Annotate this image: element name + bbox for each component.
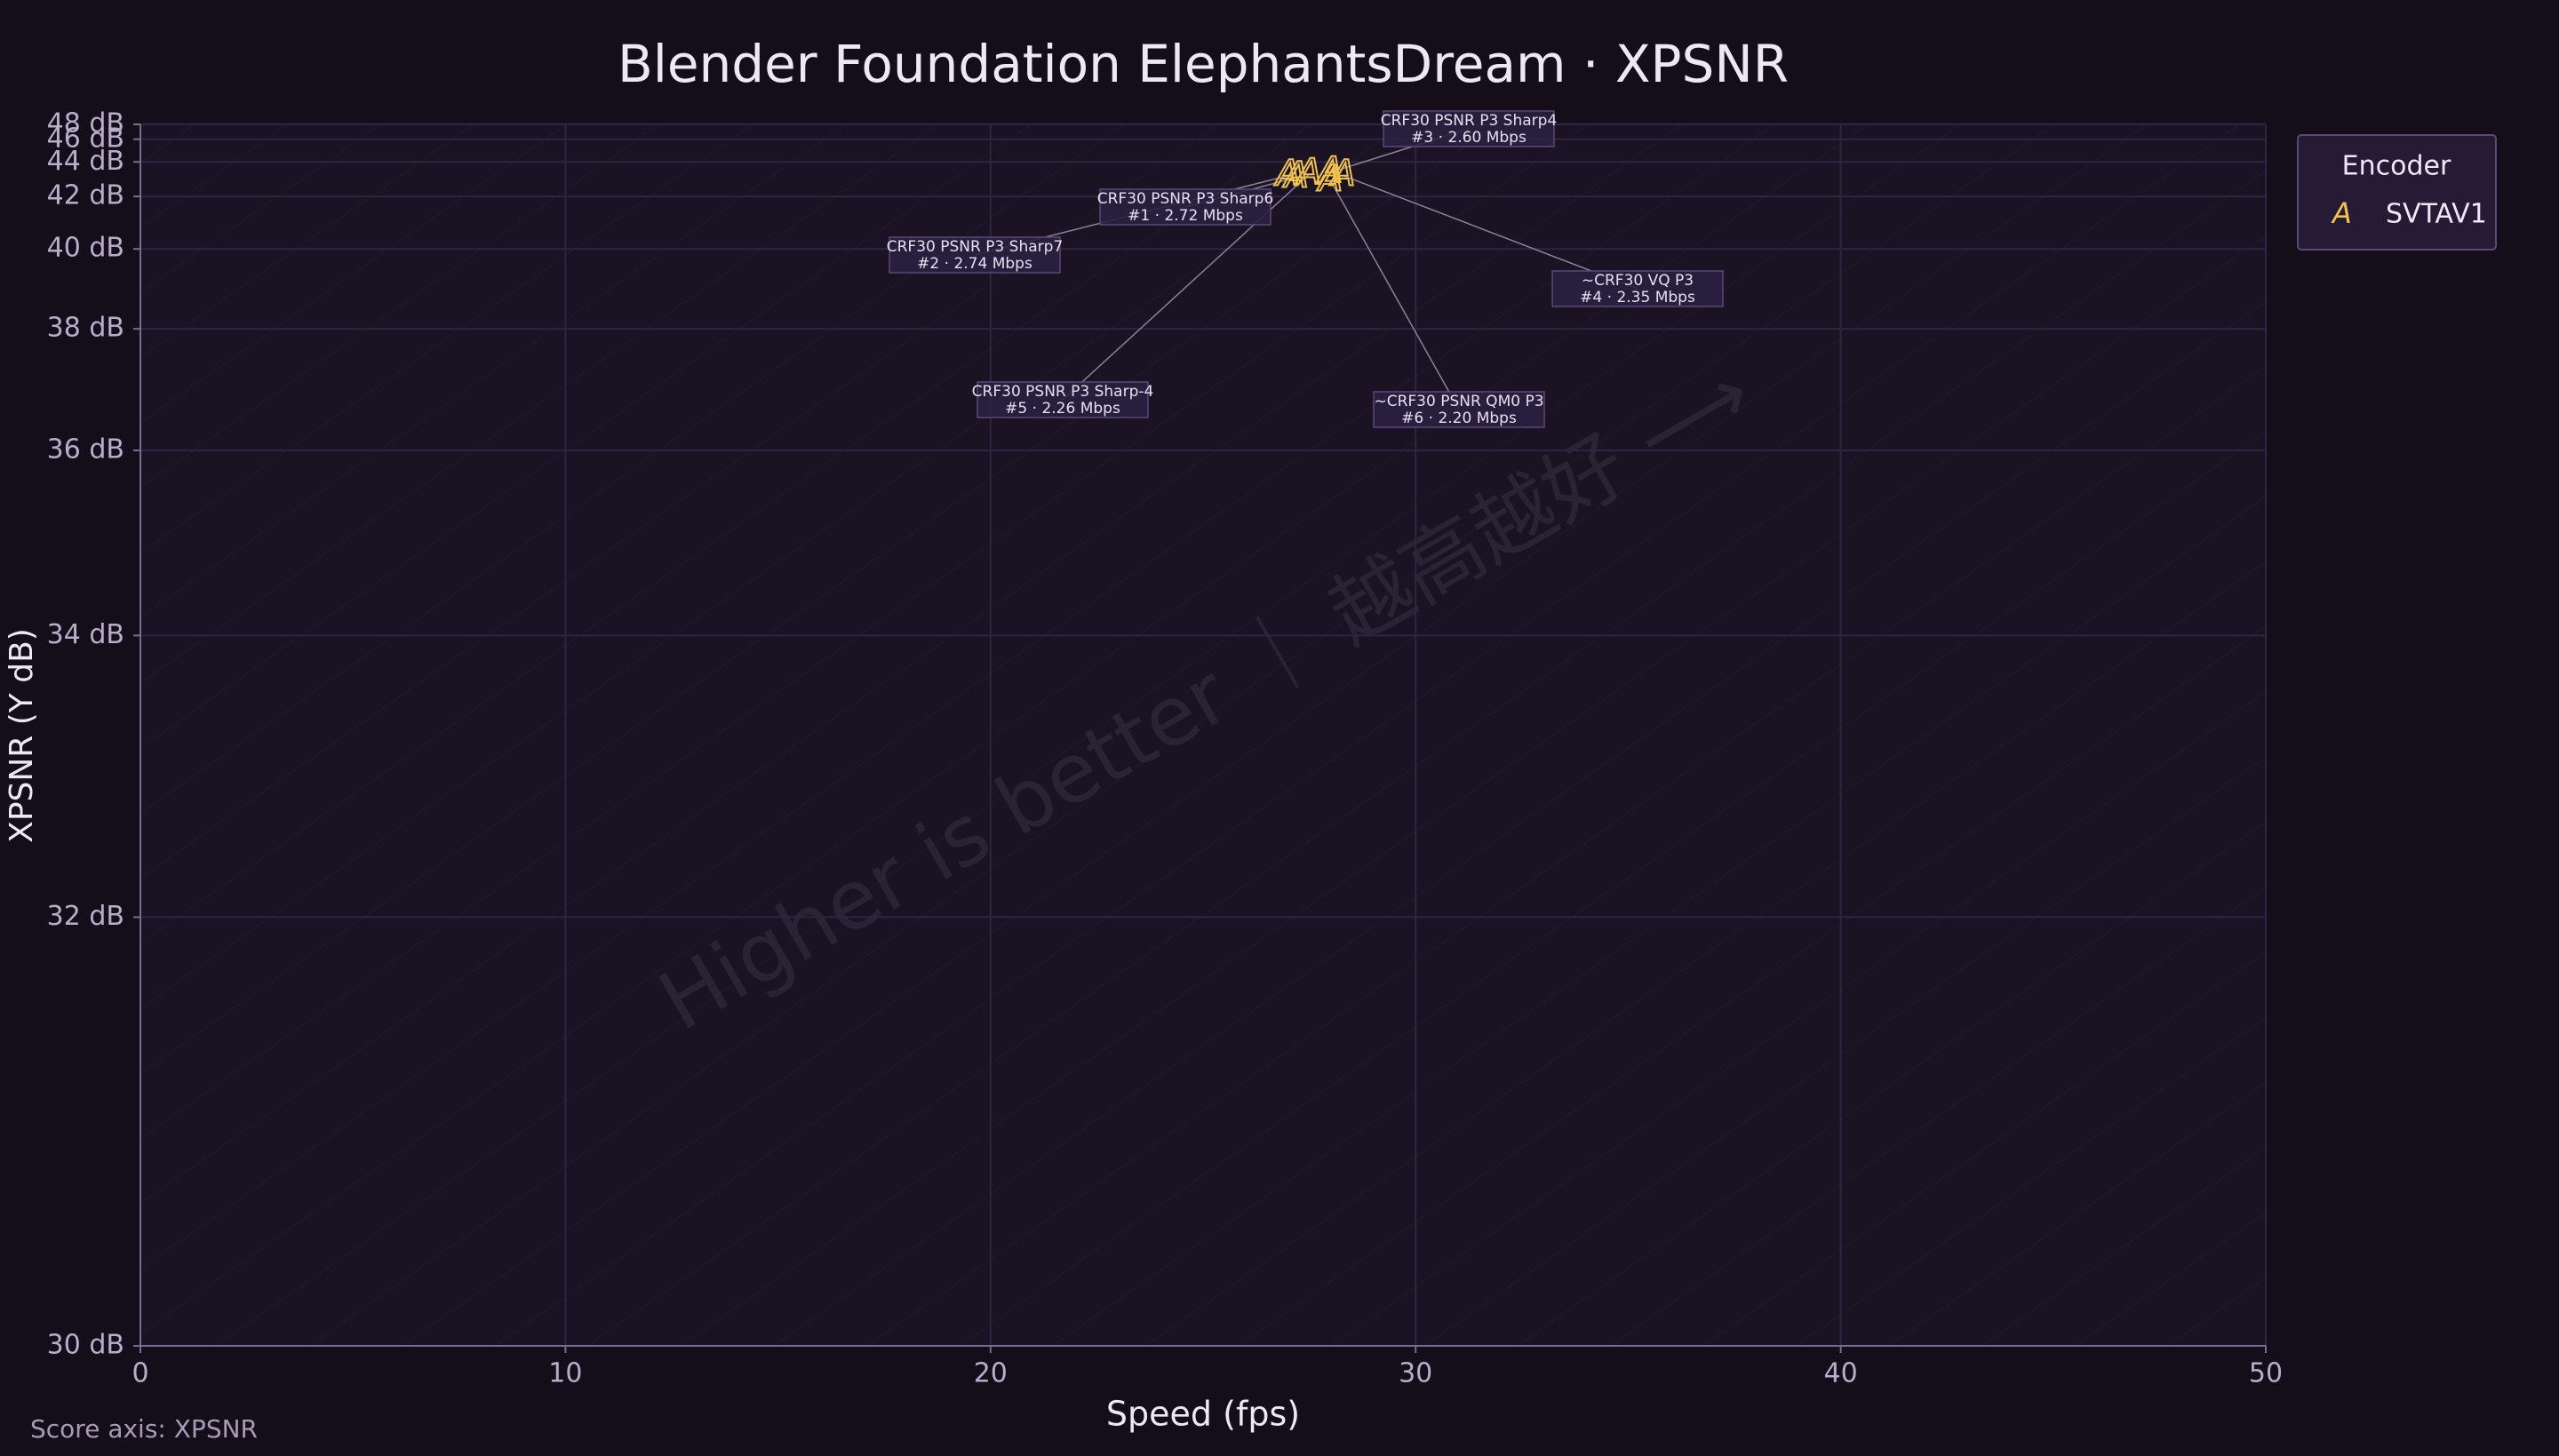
label-box: [889, 236, 1061, 274]
x-tick-label: 0: [132, 1358, 148, 1389]
chart-title: Blender Foundation ElephantsDream · XPSN…: [618, 34, 1789, 94]
marker: A: [1295, 152, 1321, 193]
footnote: Score axis: XPSNR: [30, 1414, 258, 1444]
y-tick-label: 38 dB: [47, 313, 124, 344]
y-tick-label: 48 dB: [47, 108, 124, 139]
point-label: ~CRF30 PSNR QM0 P3: [1374, 393, 1543, 410]
legend-marker: A: [2331, 196, 2352, 230]
x-tick-label: 50: [2249, 1358, 2283, 1389]
hatch: [140, 123, 2266, 1346]
x-tick-label: 20: [974, 1358, 1008, 1389]
point-label-detail: #4 · 2.35 Mbps: [1580, 289, 1695, 306]
leader-line: [1343, 175, 1638, 290]
leader-line: [1329, 180, 1460, 410]
label-box: [1373, 391, 1545, 428]
y-tick-label: 36 dB: [47, 434, 124, 465]
marker: A: [1273, 154, 1300, 195]
y-tick-label: 32 dB: [47, 901, 124, 932]
marker: A: [1316, 159, 1343, 200]
label-box: [1551, 270, 1724, 307]
point-label-detail: #6 · 2.20 Mbps: [1401, 410, 1517, 427]
y-tick-label: 30 dB: [47, 1330, 124, 1361]
marker: A: [1316, 150, 1343, 191]
y-tick-label: 34 dB: [47, 619, 124, 650]
point-label-detail: #3 · 2.60 Mbps: [1411, 129, 1527, 147]
label-box: [1383, 110, 1555, 147]
point-label-detail: #2 · 2.74 Mbps: [917, 255, 1032, 273]
point-label: CRF30 PSNR P3 Sharp-4: [972, 383, 1154, 401]
x-tick-label: 40: [1824, 1358, 1858, 1389]
x-tick-label: 10: [548, 1358, 582, 1389]
y-tick-label: 46 dB: [47, 123, 124, 154]
y-tick-label: 44 dB: [47, 146, 124, 177]
point-label-detail: #1 · 2.72 Mbps: [1128, 207, 1243, 225]
legend-box: [2297, 134, 2497, 251]
point-label-detail: #5 · 2.26 Mbps: [1005, 400, 1120, 418]
point-label: CRF30 PSNR P3 Sharp4: [1381, 112, 1558, 130]
point-label: ~CRF30 VQ P3: [1582, 272, 1694, 290]
point-label: CRF30 PSNR P3 Sharp6: [1097, 190, 1274, 208]
label-box: [977, 381, 1149, 418]
point-label: CRF30 PSNR P3 Sharp7: [887, 238, 1064, 256]
legend-title: Encoder: [2342, 151, 2451, 182]
y-axis-label: XPSNR (Y dB): [4, 628, 40, 843]
x-tick-label: 30: [1399, 1358, 1432, 1389]
y-tick-label: 40 dB: [47, 233, 124, 264]
y-tick-label: 42 dB: [47, 180, 124, 211]
marker: A: [1328, 154, 1355, 195]
legend-label: SVTAV1: [2386, 199, 2487, 230]
marker: A: [1282, 155, 1309, 196]
x-axis-label: Speed (fps): [1106, 1395, 1300, 1434]
label-box: [1099, 188, 1272, 226]
